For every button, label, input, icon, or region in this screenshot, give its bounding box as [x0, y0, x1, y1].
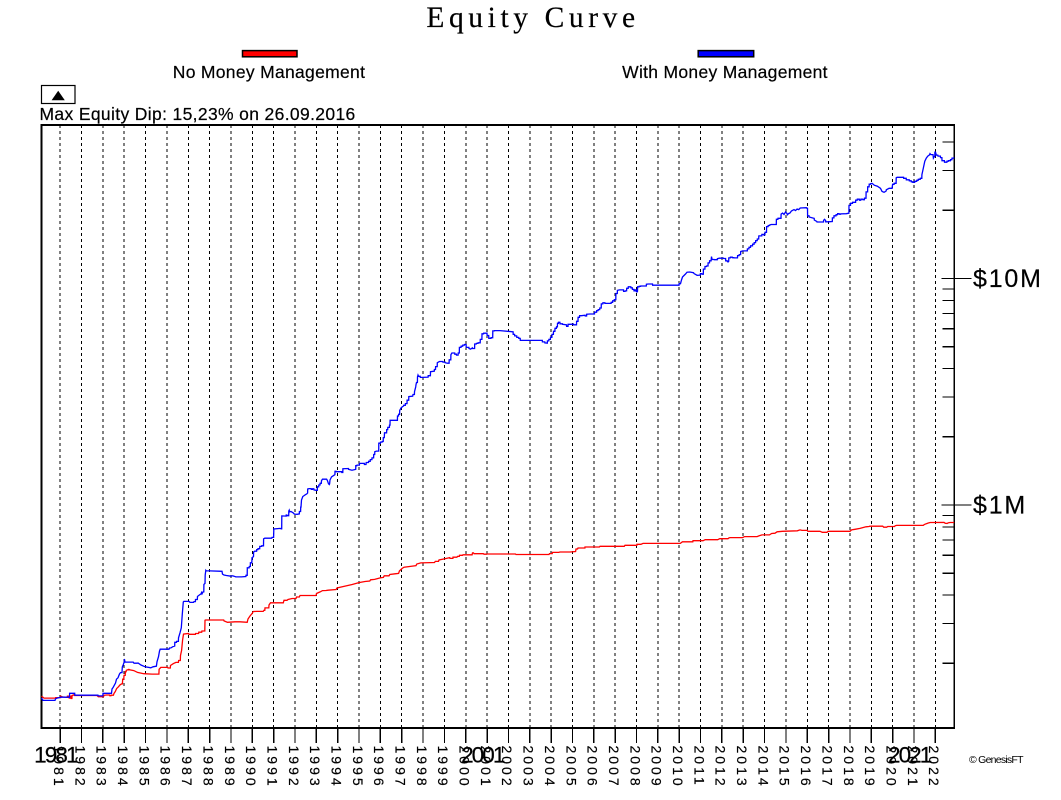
- svg-text:1983: 1983: [94, 746, 110, 789]
- svg-text:2015: 2015: [777, 746, 793, 789]
- svg-text:2008: 2008: [627, 746, 643, 789]
- svg-text:1989: 1989: [222, 746, 238, 789]
- svg-text:1981: 1981: [34, 742, 78, 767]
- svg-text:1999: 1999: [435, 746, 451, 789]
- svg-text:2000: 2000: [457, 746, 473, 789]
- svg-text:1982: 1982: [72, 746, 88, 789]
- svg-text:1992: 1992: [286, 746, 302, 789]
- svg-text:1986: 1986: [158, 746, 174, 789]
- svg-text:2022: 2022: [926, 746, 942, 789]
- svg-text:© GenesisFT: © GenesisFT: [969, 754, 1024, 766]
- svg-text:1991: 1991: [264, 746, 280, 789]
- svg-text:2011: 2011: [691, 746, 707, 788]
- svg-text:No Money Management: No Money Management: [173, 62, 365, 82]
- svg-text:2021: 2021: [888, 742, 932, 767]
- svg-text:2007: 2007: [606, 746, 622, 789]
- svg-text:1988: 1988: [200, 746, 216, 789]
- svg-text:1984: 1984: [115, 746, 131, 789]
- svg-text:2002: 2002: [499, 746, 515, 789]
- svg-text:1981: 1981: [51, 746, 67, 789]
- svg-text:$1M: $1M: [973, 492, 1027, 520]
- svg-text:1987: 1987: [179, 746, 195, 789]
- svg-text:2017: 2017: [819, 746, 835, 789]
- svg-text:1997: 1997: [393, 746, 409, 789]
- svg-text:2021: 2021: [905, 746, 921, 789]
- svg-text:2012: 2012: [713, 746, 729, 789]
- svg-text:2013: 2013: [734, 746, 750, 789]
- svg-text:2001: 2001: [461, 742, 505, 767]
- svg-text:2005: 2005: [563, 746, 579, 789]
- svg-text:1990: 1990: [243, 746, 259, 789]
- svg-text:Max Equity Dip: 15,23% on 26.0: Max Equity Dip: 15,23% on 26.09.2016: [40, 104, 356, 124]
- svg-text:2016: 2016: [798, 746, 814, 789]
- svg-text:1994: 1994: [329, 746, 345, 789]
- svg-text:2018: 2018: [841, 746, 857, 789]
- svg-text:1996: 1996: [371, 746, 387, 789]
- svg-text:1985: 1985: [136, 746, 152, 789]
- svg-text:2020: 2020: [884, 746, 900, 789]
- svg-text:2001: 2001: [478, 746, 494, 789]
- svg-text:With Money Management: With Money Management: [622, 62, 828, 82]
- svg-text:1998: 1998: [414, 746, 430, 789]
- svg-text:$10M: $10M: [973, 265, 1043, 293]
- svg-text:2010: 2010: [670, 746, 686, 789]
- svg-text:2019: 2019: [862, 746, 878, 789]
- svg-text:2006: 2006: [585, 746, 601, 789]
- svg-text:1995: 1995: [350, 746, 366, 789]
- svg-text:1993: 1993: [307, 746, 323, 789]
- svg-text:Equity Curve: Equity Curve: [426, 2, 639, 34]
- svg-text:2004: 2004: [542, 746, 558, 789]
- svg-text:2009: 2009: [649, 746, 665, 789]
- svg-text:2014: 2014: [755, 746, 771, 789]
- svg-text:2003: 2003: [521, 746, 537, 789]
